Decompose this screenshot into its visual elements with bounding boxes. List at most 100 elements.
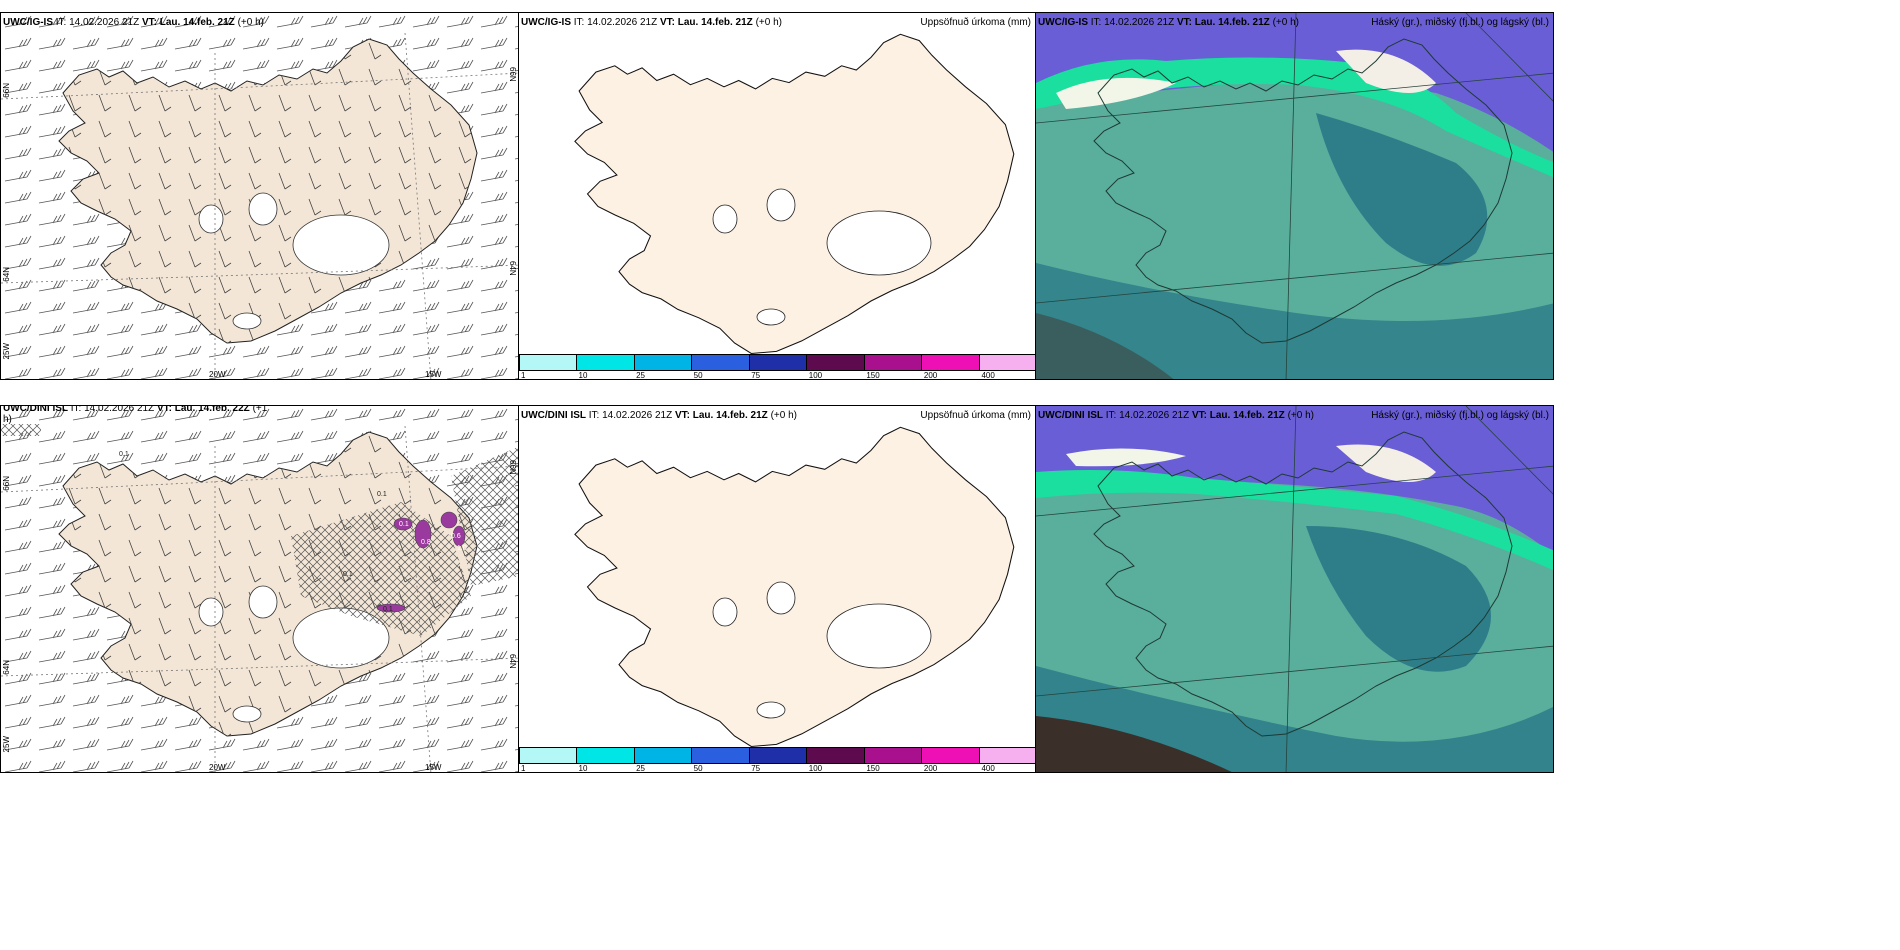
vt-value: Lau. 14.feb. 22Z xyxy=(174,405,250,414)
precip-colorbar-ticks: 1 10 25 50 75 100 150 200 400 xyxy=(519,371,1035,380)
iceland-land xyxy=(574,426,1015,748)
precip-map-panel-bottom: UWC/DINI ISL IT: 14.02.2026 21Z VT: Lau.… xyxy=(518,405,1036,773)
it-value: 14.02.2026 21Z xyxy=(69,17,140,28)
precip-colorbar-ticks: 1 10 25 50 75 100 150 200 400 xyxy=(519,764,1035,773)
colorbar-tick-label: 400 xyxy=(981,371,995,380)
wind-map-panel-top: UWC/IG-IS IT: 14.02.2026 21Z VT: Lau. 14… xyxy=(0,12,519,380)
model-name: UWC/DINI ISL xyxy=(3,405,68,414)
colorbar-swatch xyxy=(520,748,578,763)
panel-title: UWC/IG-IS IT: 14.02.2026 21Z VT: Lau. 14… xyxy=(3,17,264,28)
lat-label-66n-left: 66N xyxy=(2,476,11,491)
colorbar-swatch xyxy=(922,748,980,763)
colorbar-swatch xyxy=(864,748,923,763)
panel-title: UWC/IG-IS IT: 14.02.2026 21Z VT: Lau. 14… xyxy=(1038,17,1299,28)
it-value: 14.02.2026 21Z xyxy=(1119,410,1190,421)
colorbar-swatch xyxy=(979,748,1035,763)
high-cloud-band xyxy=(1036,470,1553,571)
colorbar-tick-label: 10 xyxy=(578,764,588,773)
glacier-langjokull xyxy=(248,585,278,619)
precip-map-panel-top: UWC/IG-IS IT: 14.02.2026 21Z VT: Lau. 14… xyxy=(518,12,1036,380)
vt-label: VT: xyxy=(1176,17,1192,28)
iceland-land xyxy=(574,33,1015,355)
precip-map-top xyxy=(574,33,1015,355)
colorbar-swatch xyxy=(749,748,808,763)
colorbar-tick-label: 10 xyxy=(578,371,588,380)
panel-title: UWC/DINI ISL IT: 14.02.2026 21Z VT: Lau.… xyxy=(521,410,797,421)
mid-cloud-patch-east xyxy=(1306,526,1491,672)
precip-map-bottom xyxy=(574,426,1015,748)
lat-label-64n-right: 64N xyxy=(508,261,517,276)
lead-time: (+1 xyxy=(252,405,268,414)
colorbar-swatch xyxy=(864,355,923,370)
colorbar-tick-label: 75 xyxy=(751,371,761,380)
glacier-hofsjokull xyxy=(712,597,738,627)
it-label: IT: xyxy=(70,405,82,414)
glacier-myrdalsjokull xyxy=(232,705,262,723)
thick-cloud-white-north xyxy=(1336,49,1436,93)
variable-title: Uppsöfnuð úrkoma (mm) xyxy=(920,410,1031,421)
lead-time: (+0 h) xyxy=(237,17,264,28)
wind-map-panel-bottom: 0.1 0.1 0.8 0.1 0.6 0.1 0.1 1.0 UWC/DINI… xyxy=(0,405,519,773)
high-cloud-north xyxy=(1036,406,1553,555)
cloud-map-top xyxy=(1036,13,1553,379)
lat-line-66n xyxy=(1,465,518,493)
lon-label-25w-left: 25W xyxy=(2,343,11,360)
lat-label-64n-left: 64N xyxy=(2,660,11,675)
lead-time: (+0 h) xyxy=(770,410,797,421)
colorbar-tick-label: 200 xyxy=(923,764,938,773)
precip-hatch-area-sea xyxy=(451,446,518,586)
vt-label: VT: xyxy=(141,17,157,28)
vt-value: Lau. 14.feb. 21Z xyxy=(159,17,235,28)
panel-title: UWC/DINI ISL IT: 14.02.2026 21Z VT: Lau.… xyxy=(3,405,268,425)
colorbar-swatch xyxy=(979,355,1035,370)
colorbar-swatch xyxy=(692,355,750,370)
precip-colorbar xyxy=(519,354,1035,371)
colorbar-tick-label: 1 xyxy=(521,371,526,380)
colorbar-swatch xyxy=(922,355,980,370)
precip-label: 0.1 xyxy=(399,521,409,528)
precip-hatch-area-nw xyxy=(1,424,41,436)
colorbar-swatch xyxy=(634,748,693,763)
lon-label-20w: 20W xyxy=(209,763,226,772)
precip-blob xyxy=(440,511,458,529)
panel-title: UWC/DINI ISL IT: 14.02.2026 21Z VT: Lau.… xyxy=(1038,410,1314,421)
it-value: 14.02.2026 21Z xyxy=(587,17,658,28)
it-label: IT: xyxy=(1105,410,1117,421)
cloud-map-panel-bottom: UWC/DINI ISL IT: 14.02.2026 21Z VT: Lau.… xyxy=(1035,405,1554,773)
lat-label-64n-left: 64N xyxy=(2,267,11,282)
glacier-vatnajokull xyxy=(292,214,390,276)
variable-title: Uppsöfnuð úrkoma (mm) xyxy=(920,17,1031,28)
colorbar-tick-label: 100 xyxy=(808,371,823,380)
it-value: 14.02.2026 21Z xyxy=(602,410,673,421)
vt-label: VT: xyxy=(674,410,690,421)
it-label: IT: xyxy=(573,17,585,28)
precip-blob xyxy=(376,603,406,613)
colorbar-tick-label: 75 xyxy=(751,764,761,773)
precip-label: 0.6 xyxy=(451,533,461,540)
colorbar-tick-label: 25 xyxy=(636,764,646,773)
it-label: IT: xyxy=(55,17,67,28)
precip-label: 0.1 xyxy=(343,571,353,578)
graticule-lines xyxy=(1036,13,1553,379)
vt-label: VT: xyxy=(1191,410,1207,421)
colorbar-swatch xyxy=(692,748,750,763)
model-name: UWC/IG-IS xyxy=(1038,17,1088,28)
precip-label: 0.1 xyxy=(383,606,393,613)
precip-label: 0.1 xyxy=(119,451,129,458)
lead-time: (+0 h) xyxy=(1287,410,1314,421)
glacier-myrdalsjokull xyxy=(756,308,786,326)
mid-cloud-dark-sw xyxy=(1036,716,1232,772)
mid-cloud-band-south xyxy=(1036,263,1553,379)
glacier-vatnajokull xyxy=(826,210,932,276)
lon-label-15w: 15W xyxy=(425,370,442,379)
colorbar-swatch xyxy=(634,355,693,370)
lat-line-66n xyxy=(1,72,518,100)
colorbar-tick-label: 25 xyxy=(636,371,646,380)
colorbar-tick-label: 100 xyxy=(808,764,823,773)
wind-map-bottom: 0.1 0.1 0.8 0.1 0.6 0.1 0.1 1.0 xyxy=(1,406,518,772)
lat-label-66n-right: 66N xyxy=(508,460,517,475)
cloud-map-bottom xyxy=(1036,406,1553,772)
precip-blob xyxy=(393,517,413,531)
mid-cloud-patch-east xyxy=(1316,113,1488,266)
lon-label-20w: 20W xyxy=(209,370,226,379)
